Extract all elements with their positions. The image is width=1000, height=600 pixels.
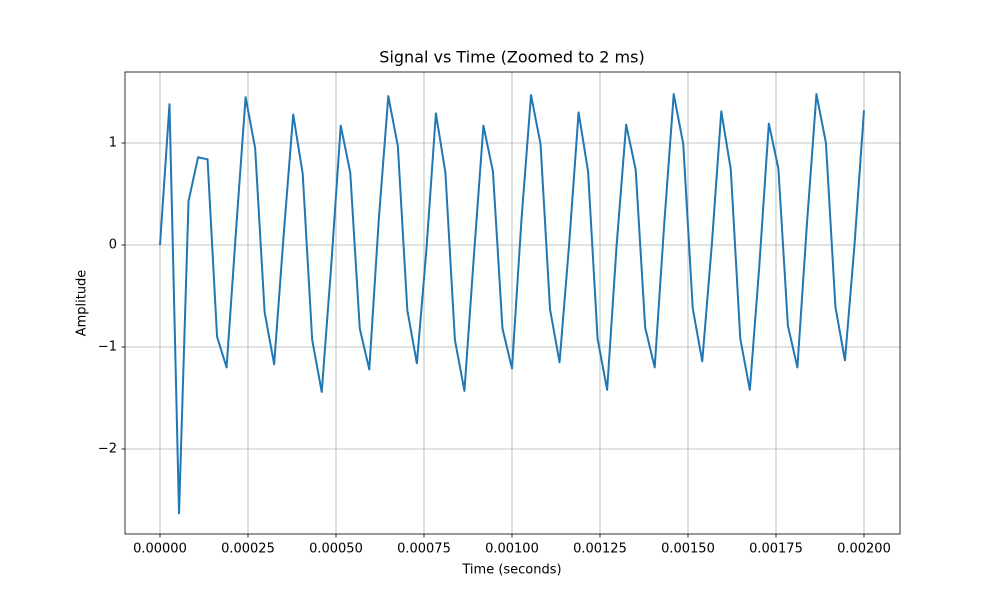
x-tick-label: 0.00000 — [133, 542, 187, 557]
y-axis-label: Amplitude — [75, 270, 90, 337]
plot-frame — [124, 71, 901, 535]
x-tick-label: 0.00050 — [309, 542, 363, 557]
x-tick-label: 0.00125 — [573, 542, 627, 557]
x-tick-label: 0.00075 — [397, 542, 451, 557]
x-tick-label: 0.00175 — [749, 542, 803, 557]
x-tick-label: 0.00150 — [661, 542, 715, 557]
signal-line — [158, 93, 865, 515]
chart-title: Signal vs Time (Zoomed to 2 ms) — [379, 48, 644, 67]
x-tick-label: 0.00200 — [837, 542, 891, 557]
y-tick-label: 0 — [109, 238, 117, 253]
y-tick-label: 1 — [109, 135, 117, 150]
y-tick-label: −2 — [98, 442, 117, 457]
x-tick-label: 0.00025 — [221, 542, 275, 557]
x-axis-label: Time (seconds) — [461, 563, 561, 578]
x-tick-label: 0.00100 — [485, 542, 539, 557]
y-tick-label: −1 — [98, 340, 117, 355]
